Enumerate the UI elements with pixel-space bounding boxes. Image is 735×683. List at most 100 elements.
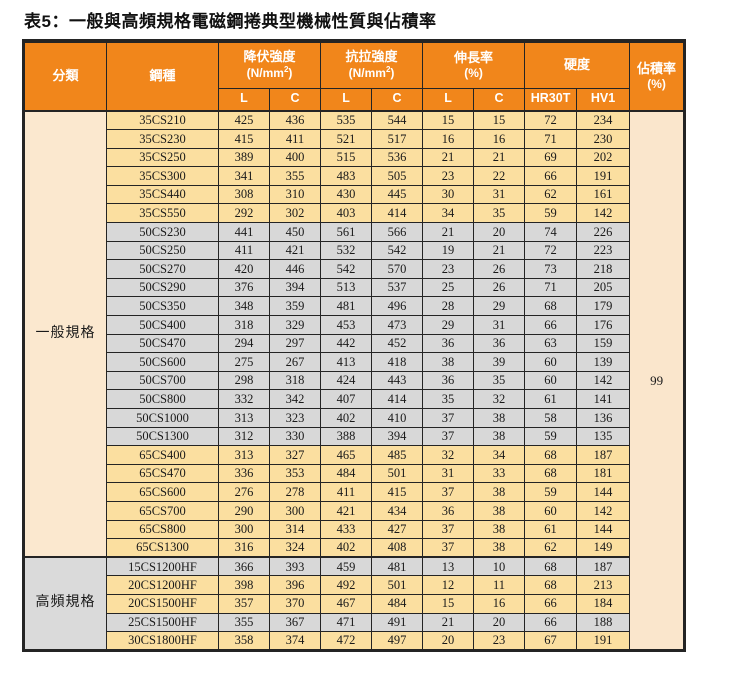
value-cell: 388 [320, 426, 373, 447]
value-cell: 202 [576, 147, 631, 168]
value-cell: 414 [371, 203, 424, 224]
value-cell: 434 [371, 500, 424, 521]
value-cell: 25 [422, 277, 475, 298]
value-cell: 38 [473, 500, 526, 521]
grade-cell: 50CS290 [106, 277, 219, 298]
value-cell: 159 [576, 333, 631, 354]
value-cell: 31 [473, 315, 526, 335]
value-cell: 191 [576, 631, 631, 651]
value-cell: 536 [371, 147, 424, 168]
value-cell: 421 [268, 240, 322, 261]
value-cell: 355 [218, 612, 270, 633]
value-cell: 357 [218, 593, 270, 614]
value-cell: 16 [473, 593, 526, 614]
value-cell: 20 [422, 631, 475, 651]
value-cell: 161 [576, 184, 631, 205]
value-cell: 26 [473, 259, 526, 279]
value-cell: 60 [524, 352, 578, 372]
value-cell: 396 [268, 575, 322, 595]
value-cell: 300 [268, 500, 322, 521]
table-row: 35CS300 341 355 483 505 23 22 66 191 [24, 166, 685, 186]
value-cell: 318 [218, 315, 270, 335]
value-cell: 348 [218, 296, 270, 317]
grade-cell: 20CS1500HF [106, 593, 219, 614]
value-cell: 418 [371, 352, 424, 372]
value-cell: 420 [218, 259, 270, 279]
table-row: 50CS400 318 329 453 473 29 31 66 176 [24, 315, 685, 335]
table-row: 50CS270 420 446 542 570 23 26 73 218 [24, 259, 685, 279]
value-cell: 234 [576, 110, 631, 131]
value-cell: 23 [422, 166, 475, 186]
value-cell: 58 [524, 408, 578, 428]
value-cell: 21 [422, 612, 475, 633]
value-cell: 191 [576, 166, 631, 186]
table-row: 50CS1000 313 323 402 410 37 38 58 136 [24, 408, 685, 428]
value-cell: 74 [524, 222, 578, 242]
grade-cell: 50CS350 [106, 296, 219, 317]
value-cell: 427 [371, 519, 424, 540]
value-cell: 66 [524, 593, 578, 614]
value-cell: 402 [320, 408, 373, 428]
value-cell: 15 [422, 110, 475, 131]
sub-header-tensile-l: L [320, 87, 373, 112]
grade-cell: 50CS1300 [106, 426, 219, 447]
value-cell: 68 [524, 556, 578, 577]
classification-cell: 一般規格 [23, 110, 107, 558]
grade-cell: 35CS550 [106, 203, 219, 224]
value-cell: 59 [524, 203, 578, 224]
value-cell: 297 [268, 333, 322, 354]
value-cell: 408 [371, 538, 424, 558]
value-cell: 513 [320, 277, 373, 298]
value-cell: 63 [524, 333, 578, 354]
table-row: 20CS1500HF 357 370 467 484 15 16 66 184 [24, 593, 685, 614]
value-cell: 34 [422, 203, 475, 224]
value-cell: 22 [473, 166, 526, 186]
value-cell: 61 [524, 389, 578, 409]
value-cell: 32 [422, 445, 475, 465]
value-cell: 501 [371, 463, 424, 484]
value-cell: 473 [371, 315, 424, 335]
value-cell: 421 [320, 500, 373, 521]
value-cell: 452 [371, 333, 424, 354]
value-cell: 72 [524, 110, 578, 131]
value-cell: 561 [320, 222, 373, 242]
table-row: 35CS440 308 310 430 445 30 31 62 161 [24, 184, 685, 205]
grade-cell: 35CS440 [106, 184, 219, 205]
value-cell: 342 [268, 389, 322, 409]
col-header-yield-strength: 降伏強度 (N/mm2) [217, 40, 322, 89]
value-cell: 505 [371, 166, 424, 186]
value-cell: 443 [371, 370, 424, 391]
value-cell: 226 [576, 222, 631, 242]
value-cell: 223 [576, 240, 631, 261]
stacking-value-cell: 99 [629, 110, 686, 651]
value-cell: 290 [218, 500, 270, 521]
value-cell: 188 [576, 612, 631, 633]
value-cell: 566 [371, 222, 424, 242]
value-cell: 59 [524, 482, 578, 502]
value-cell: 19 [422, 240, 475, 261]
value-cell: 68 [524, 463, 578, 484]
grade-cell: 30CS1800HF [106, 631, 219, 651]
value-cell: 66 [524, 315, 578, 335]
value-cell: 36 [422, 500, 475, 521]
value-cell: 542 [371, 240, 424, 261]
value-cell: 433 [320, 519, 373, 540]
value-cell: 38 [473, 482, 526, 502]
value-cell: 36 [422, 370, 475, 391]
grade-cell: 65CS800 [106, 519, 219, 540]
value-cell: 37 [422, 538, 475, 558]
value-cell: 532 [320, 240, 373, 261]
value-cell: 400 [268, 147, 322, 168]
value-cell: 32 [473, 389, 526, 409]
table-row: 50CS470 294 297 442 452 36 36 63 159 [24, 333, 685, 354]
value-cell: 472 [320, 631, 373, 651]
value-cell: 298 [218, 370, 270, 391]
value-cell: 316 [218, 538, 270, 558]
value-cell: 329 [268, 315, 322, 335]
table-header: 分類 鋼種 降伏強度 (N/mm2) 抗拉強度 (N/mm2) 伸長率 (%) … [23, 40, 686, 112]
value-cell: 323 [268, 408, 322, 428]
table-row: 高頻規格 15CS1200HF 366 393 459 481 13 10 68 187 [23, 556, 685, 651]
table-row: 50CS1300 312 330 388 394 37 38 59 135 [24, 426, 685, 447]
value-cell: 20 [473, 612, 526, 633]
value-cell: 37 [422, 426, 475, 447]
